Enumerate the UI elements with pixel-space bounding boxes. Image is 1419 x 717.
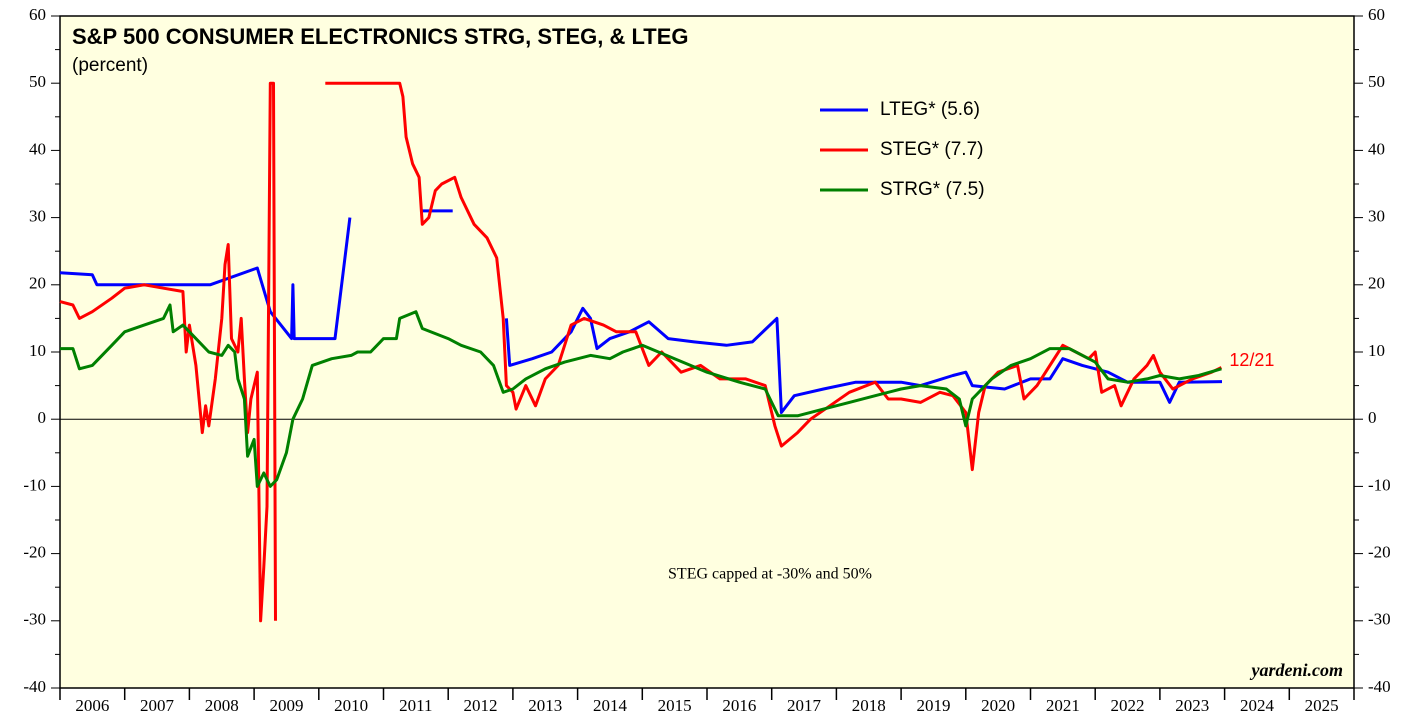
- y2-tick-label: 50: [1368, 72, 1385, 91]
- series-line: [60, 303, 1222, 488]
- y-tick-label: 40: [29, 139, 46, 158]
- x-tick-label: 2016: [722, 696, 756, 715]
- x-tick-label: 2019: [916, 696, 950, 715]
- y2-tick-label: 20: [1368, 274, 1385, 293]
- legend-label: STEG* (7.7): [880, 139, 983, 160]
- y2-tick-label: -40: [1368, 677, 1391, 696]
- chart-title: S&P 500 CONSUMER ELECTRONICS STRG, STEG,…: [72, 24, 689, 49]
- y-tick-label: -30: [23, 610, 46, 629]
- x-tick-label: 2017: [787, 696, 822, 715]
- y-tick-label: 50: [29, 72, 46, 91]
- y2-tick-label: -20: [1368, 543, 1391, 562]
- series-line: [59, 209, 1223, 414]
- y-tick-label: 60: [29, 5, 46, 24]
- y2-tick-label: -30: [1368, 610, 1391, 629]
- x-tick-label: 2012: [464, 696, 498, 715]
- x-tick-label: 2014: [593, 696, 628, 715]
- x-tick-label: 2020: [981, 696, 1015, 715]
- y2-tick-label: 0: [1368, 408, 1377, 427]
- series-line: [59, 81, 1223, 623]
- y2-tick-label: 40: [1368, 139, 1385, 158]
- plot-area: [59, 15, 1355, 689]
- legend-label: LTEG* (5.6): [880, 99, 980, 120]
- y2-tick-label: 60: [1368, 5, 1385, 24]
- x-tick-label: 2007: [140, 696, 175, 715]
- y-tick-label: -10: [23, 475, 46, 494]
- y-tick-label: 30: [29, 207, 46, 226]
- y2-tick-label: 10: [1368, 341, 1385, 360]
- x-tick-label: 2024: [1240, 696, 1275, 715]
- y-tick-label: -40: [23, 677, 46, 696]
- y-tick-label: 0: [38, 408, 47, 427]
- x-tick-label: 2021: [1046, 696, 1080, 715]
- x-tick-label: 2023: [1175, 696, 1209, 715]
- y-tick-label: 10: [29, 341, 46, 360]
- y2-tick-label: -10: [1368, 475, 1391, 494]
- y2-tick-label: 30: [1368, 207, 1385, 226]
- chart-subtitle: (percent): [72, 55, 148, 76]
- x-tick-label: 2013: [528, 696, 562, 715]
- legend-label: STRG* (7.5): [880, 179, 985, 200]
- source: yardeni.com: [1250, 660, 1344, 680]
- date-label: 12/21: [1229, 350, 1274, 370]
- y-tick-label: -20: [23, 543, 46, 562]
- x-tick-label: 2008: [205, 696, 239, 715]
- y-tick-label: 20: [29, 274, 46, 293]
- x-tick-label: 2009: [269, 696, 303, 715]
- x-tick-label: 2022: [1111, 696, 1145, 715]
- x-tick-label: 2010: [334, 696, 368, 715]
- x-tick-label: 2025: [1305, 696, 1339, 715]
- x-tick-label: 2011: [399, 696, 432, 715]
- x-tick-label: 2015: [658, 696, 692, 715]
- x-tick-label: 2018: [852, 696, 886, 715]
- annotation: STEG capped at -30% and 50%: [668, 566, 872, 583]
- x-tick-label: 2006: [75, 696, 109, 715]
